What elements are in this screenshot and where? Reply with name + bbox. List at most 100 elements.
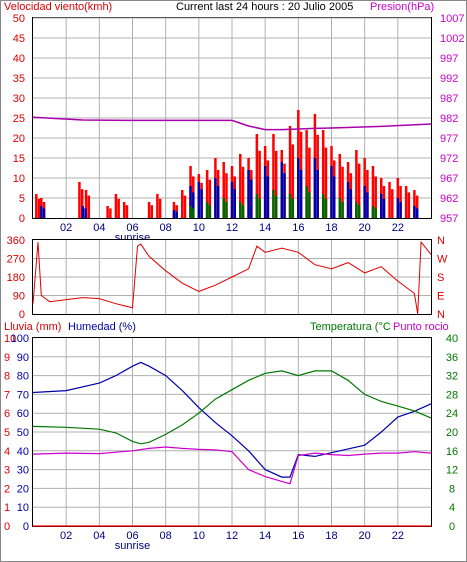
rain-tick-label: 4 [4, 446, 10, 458]
wind-bar-avg [363, 186, 366, 218]
wind-bar-gust [78, 182, 81, 218]
wind-tick-label: 40 [13, 53, 25, 65]
wind-x-tick-label: 10 [193, 222, 205, 234]
rain-axis-title: Lluvia (mm) [4, 321, 61, 333]
wind-bar-min [241, 205, 245, 218]
wind-bar-min [341, 202, 344, 218]
wind-bar-gust [374, 176, 377, 218]
wind-x-tick-label: 04 [93, 222, 105, 234]
wind-bar-avg [81, 206, 84, 218]
pressure-series-line [32, 116, 432, 131]
wind-bar-avg [84, 208, 87, 218]
wind-tick-label: 50 [13, 13, 25, 25]
wind-x-tick-label: 06 [126, 222, 138, 234]
pressure-line [32, 116, 432, 131]
wind-bar-min [357, 205, 361, 218]
wind-bar-avg [413, 206, 416, 218]
humidity-tick-label: 40 [17, 446, 29, 458]
wind-bar-gust [355, 150, 358, 218]
wind-bar-gust [404, 186, 408, 218]
wind-bar-min [274, 195, 278, 218]
temperature-tick-label: 20 [446, 427, 458, 439]
temperature-axis-title: Temperatura (°C [310, 321, 391, 333]
wind-bar-gust [239, 154, 242, 218]
rain-tick-label: 0 [4, 521, 10, 533]
wind-bar-gust [291, 144, 295, 218]
humidity-tick-label: 60 [17, 408, 29, 420]
rain-humidity-temp-panel: Lluvia (mm) Humedad (%) Temperatura (°C … [4, 321, 458, 552]
wind-x-tick-label: 16 [292, 222, 304, 234]
wind-bar-gust [391, 189, 394, 218]
rain-tick-label: 2 [4, 483, 10, 495]
pressure-right-ticks: 957 962 967 972 977 982 987 992 997 1002 1007 [440, 13, 464, 225]
wind-bar-min [338, 198, 342, 218]
wind-tick-label: 20 [13, 133, 25, 145]
wind-x-tick-label: 22 [392, 222, 404, 234]
wind-bar-gust [183, 195, 187, 218]
wind-panel: Velocidad viento(kmh) Current last 24 ho… [4, 1, 464, 244]
wind-bar-avg [346, 182, 350, 218]
direction-line [32, 240, 432, 315]
wind-bar-gust [84, 190, 88, 218]
wind-tick-label: 10 [13, 173, 25, 185]
rain-tick-label: 5 [4, 427, 10, 439]
wind-bar-avg [280, 162, 283, 218]
wind-bar-min [239, 202, 242, 218]
rain-tick-label: 9 [4, 352, 10, 364]
temperature-tick-label: 36 [446, 352, 458, 364]
humidity-left-ticks: 0 10 20 30 40 50 60 70 80 90 100 [11, 333, 29, 533]
direction-tick-label: 270 [7, 254, 25, 266]
wind-bar-gust [156, 194, 159, 218]
pressure-tick-label: 972 [440, 153, 458, 165]
wind-bar-avg [233, 189, 236, 218]
direction-series-line [32, 240, 432, 315]
wind-bar-avg [40, 206, 43, 218]
rain-left-ticks: 0 1 2 3 4 5 6 7 8 9 10 [4, 333, 16, 533]
wind-bar-min [355, 202, 358, 218]
wind-bar-gust [321, 130, 325, 218]
pressure-tick-label: 1007 [440, 13, 464, 25]
wind-bar-gust [35, 194, 38, 218]
pressure-tick-label: 987 [440, 93, 458, 105]
wind-bar-gust [241, 166, 245, 218]
wind-bar-avg [214, 178, 217, 218]
compass-tick-label: E [437, 291, 444, 303]
dewpoint-axis-title: Punto rocio [393, 321, 449, 333]
wind-axis-title: Velocidad viento(kmh) [4, 1, 112, 13]
wind-bar-min [225, 202, 228, 218]
temperature-tick-label: 16 [446, 446, 458, 458]
lower-x-tick-label: 14 [259, 530, 271, 542]
wind-bar-avg [297, 158, 300, 218]
humidity-tick-label: 10 [17, 502, 29, 514]
wind-bar-avg [189, 186, 192, 218]
compass-tick-label: N [437, 309, 445, 321]
wind-bar-gust [413, 190, 416, 218]
direction-tick-label: 180 [7, 272, 25, 284]
wind-bar-gust [371, 166, 375, 218]
wind-bar-avg [250, 179, 253, 218]
wind-bar-min [208, 205, 212, 218]
wind-bar-gust [117, 198, 120, 218]
wind-bar-avg [415, 208, 419, 218]
humidity-tick-label: 80 [17, 371, 29, 383]
pressure-tick-label: 957 [440, 213, 458, 225]
temperature-tick-label: 8 [449, 483, 455, 495]
pressure-tick-label: 1002 [440, 33, 464, 45]
wind-bar-min [288, 194, 292, 218]
wind-bar-gust [357, 163, 361, 218]
wind-bar-gust [407, 192, 411, 218]
wind-bar-gust [324, 147, 328, 218]
wind-bars [35, 110, 419, 218]
humidity-tick-label: 20 [17, 483, 29, 495]
wind-bar-avg [200, 189, 203, 218]
temperature-tick-label: 40 [446, 333, 458, 345]
lower-x-tick-label: 10 [193, 530, 205, 542]
pressure-tick-label: 967 [440, 173, 458, 185]
wind-bar-min [371, 206, 375, 218]
lower-lines [32, 361, 432, 527]
wind-bar-gust [258, 150, 261, 218]
wind-x-tick-label: 18 [325, 222, 337, 234]
wind-bar-gust [208, 179, 212, 218]
